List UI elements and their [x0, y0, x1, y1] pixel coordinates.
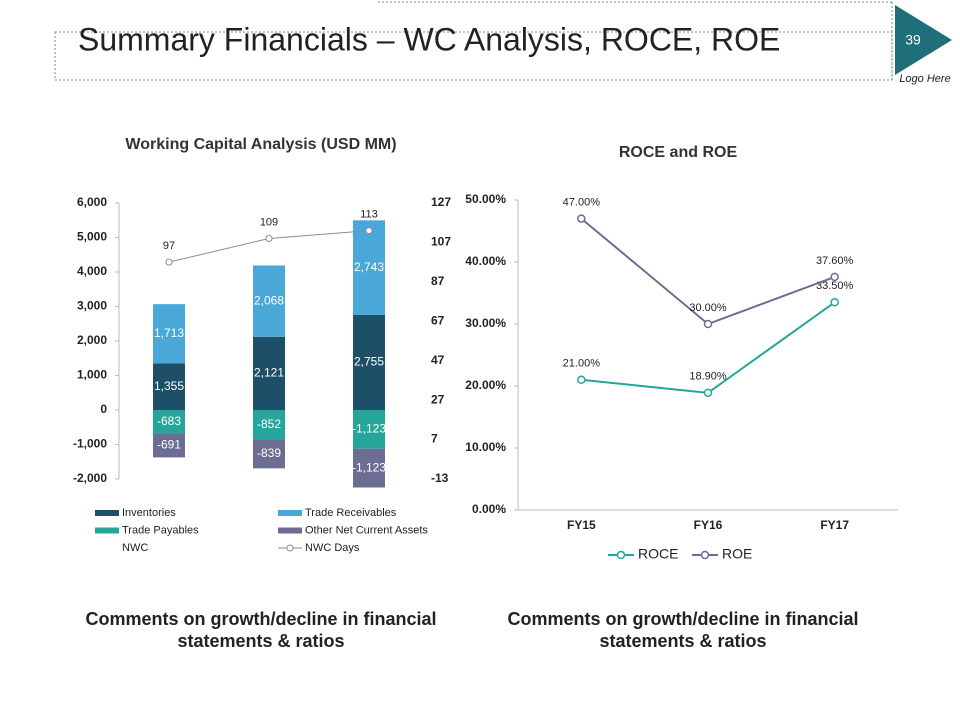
bar-value-label: -852: [257, 417, 281, 431]
y-tick-label: 5,000: [77, 230, 107, 244]
bar-value-label: -1,123: [352, 422, 386, 436]
legend-label: NWC: [122, 542, 148, 554]
days-label: 113: [360, 209, 378, 221]
point-label: 47.00%: [563, 197, 601, 209]
bar-segment: [253, 265, 285, 337]
y-tick-label: 10.00%: [465, 440, 506, 454]
comment-text: Comments on growth/decline in financial: [85, 609, 436, 629]
point-label: 21.00%: [563, 358, 601, 370]
bar-value-label: -691: [157, 438, 181, 452]
days-label: 97: [163, 240, 175, 252]
bar-value-label: 1,355: [154, 379, 184, 393]
comment-text: statements & ratios: [599, 631, 766, 651]
series-point: [830, 272, 839, 282]
y-tick-label: -1,000: [73, 437, 107, 451]
page-badge: [895, 5, 952, 75]
bar-value-label: -683: [157, 414, 181, 428]
bar-value-label: 1,713: [154, 326, 184, 340]
y-tick-label: 4,000: [77, 264, 107, 278]
bar-value-label: -839: [257, 446, 281, 460]
bar-segment: [153, 433, 185, 458]
legend-label: ROCE: [638, 546, 678, 562]
chart-title: Working Capital Analysis (USD MM): [125, 136, 396, 153]
legend-label: NWC Days: [305, 542, 360, 554]
legend-marker: [286, 544, 294, 552]
x-tick-label: FY16: [694, 518, 723, 532]
comment-text: Comments on growth/decline in financial: [507, 609, 858, 629]
bar-segment: [353, 314, 385, 410]
series-point: [703, 388, 713, 398]
y-tick-label: 20.00%: [465, 378, 506, 392]
y2-tick-label: 67: [431, 313, 445, 327]
days-point: [165, 258, 173, 266]
y-tick-label: 3,000: [77, 299, 107, 313]
bar-segment: [353, 448, 385, 488]
legend-label: ROE: [722, 546, 752, 562]
point-label: 30.00%: [689, 302, 727, 314]
y2-tick-label: 27: [431, 392, 445, 406]
y-tick-label: 6,000: [77, 195, 107, 209]
chart-title: ROCE and ROE: [619, 144, 738, 161]
y-tick-label: 0.00%: [472, 502, 506, 516]
legend-label: Inventories: [122, 507, 176, 519]
bar-value-label: 2,068: [254, 293, 284, 307]
x-tick-label: FY17: [820, 518, 849, 532]
y2-tick-label: 107: [431, 235, 451, 249]
bar-value-label: 2,743: [354, 260, 384, 274]
bar-segment: [353, 220, 385, 315]
comment-text: statements & ratios: [177, 631, 344, 651]
legend-marker: [700, 550, 710, 560]
y2-tick-label: 127: [431, 195, 451, 209]
series-point: [830, 298, 839, 307]
y-tick-label: 40.00%: [465, 254, 506, 268]
y-tick-label: 1,000: [77, 368, 107, 382]
y2-tick-label: -13: [431, 471, 449, 485]
working-capital-chart: Working Capital Analysis (USD MM) -2,000 -…: [73, 136, 451, 554]
legend-swatch: [95, 527, 119, 534]
logo-placeholder: Logo Here: [899, 73, 950, 85]
legend-label: Other Net Current Assets: [305, 524, 428, 536]
y-tick-label: 50.00%: [465, 192, 506, 206]
legend-swatch: [95, 510, 119, 516]
point-label: 33.50%: [816, 280, 854, 292]
bar-segment: [253, 410, 285, 440]
y-tick-label: 2,000: [77, 333, 107, 347]
y2-tick-label: 87: [431, 274, 445, 288]
bar-segment: [353, 410, 385, 449]
series-point: [703, 319, 713, 329]
title-frame: [54, 31, 893, 81]
bar-value-label: 2,121: [254, 366, 284, 380]
series-point: [577, 375, 586, 385]
days-point: [365, 227, 373, 235]
bar-value-label: -1,123: [352, 460, 386, 474]
roce-roe-chart: ROCE and ROE 0.00% 10.00% 20.00% 30.00% 40.00…: [465, 144, 898, 562]
bar-segment: [253, 439, 285, 469]
slide-title: Summary Financials – WC Analysis, ROCE, …: [78, 21, 780, 57]
legend-marker: [616, 550, 626, 560]
point-label: 37.60%: [816, 255, 854, 267]
days-point: [265, 234, 273, 242]
point-label: 18.90%: [689, 371, 727, 383]
bar-value-label: 2,755: [354, 355, 384, 369]
days-label: 109: [260, 216, 278, 228]
bar-segment: [153, 363, 185, 410]
page-number: 39: [905, 32, 921, 48]
legend-swatch: [278, 510, 302, 516]
y-tick-label: -2,000: [73, 471, 107, 485]
bar-segment: [153, 410, 185, 434]
y2-tick-label: 47: [431, 353, 445, 367]
series-point: [577, 214, 586, 223]
bar-segment: [153, 304, 185, 364]
y2-tick-label: 7: [431, 432, 438, 446]
legend-label: Trade Receivables: [305, 507, 397, 519]
comments: Comments on growth/decline in financials…: [85, 609, 858, 651]
y-tick-label: 0: [100, 402, 107, 416]
y-tick-label: 30.00%: [465, 316, 506, 330]
x-tick-label: FY15: [567, 518, 596, 532]
legend-swatch: [278, 527, 302, 534]
legend-label: Trade Payables: [122, 524, 199, 536]
bar-segment: [253, 336, 285, 410]
